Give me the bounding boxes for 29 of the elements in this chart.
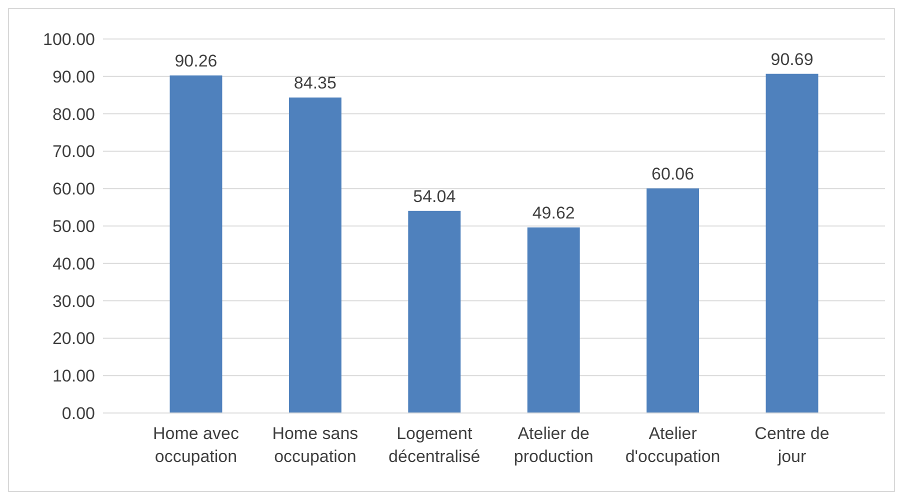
data-label: 49.62	[532, 203, 575, 222]
y-tick-label: 90.00	[52, 67, 95, 86]
y-tick-label: 30.00	[52, 292, 95, 311]
data-label: 60.06	[652, 164, 694, 184]
bar	[646, 188, 700, 413]
x-tick-label: Atelier de production	[514, 424, 594, 466]
x-tick-label: Home avec occupation	[152, 424, 240, 466]
data-label: 90.26	[174, 51, 218, 70]
x-tick-label: Centre de jour	[754, 424, 830, 466]
y-tick-label: 60.00	[52, 180, 95, 199]
x-tick-label: Atelier d'occupation	[625, 424, 720, 466]
y-tick-label: 70.00	[52, 142, 95, 162]
bar	[288, 98, 342, 413]
data-label: 90.69	[770, 50, 814, 69]
data-label: 84.35	[294, 74, 336, 93]
y-tick-label: 0.00	[62, 404, 95, 423]
bar	[766, 74, 818, 413]
y-tick-label: 80.00	[52, 104, 95, 124]
bar	[408, 210, 461, 413]
y-tick-label: 50.00	[52, 216, 95, 236]
x-tick-label: Logement décentralisé	[388, 424, 480, 466]
bar	[170, 75, 222, 413]
y-tick-label: 10.00	[52, 366, 95, 386]
x-tick-label: Home sans occupation	[272, 424, 358, 466]
y-tick-label: 40.00	[52, 254, 95, 274]
data-label: 54.04	[413, 186, 456, 206]
y-tick-label: 20.00	[52, 329, 95, 348]
y-tick-label: 100.00	[43, 30, 95, 49]
bar	[527, 227, 580, 413]
